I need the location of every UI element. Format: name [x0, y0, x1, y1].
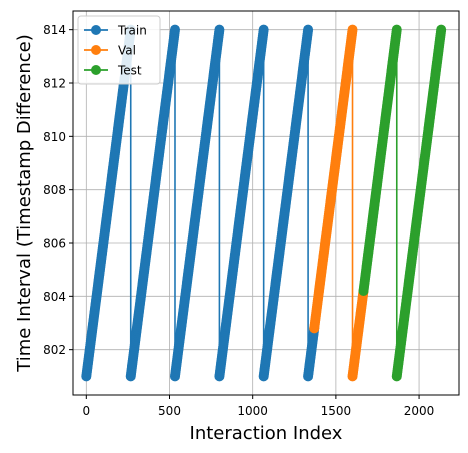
legend-item: Train: [84, 24, 147, 38]
data-point: [169, 24, 180, 35]
series-markers: [309, 24, 369, 382]
legend-label: Test: [117, 64, 142, 78]
x-tick-label: 2000: [404, 404, 435, 418]
y-tick-label: 814: [43, 23, 66, 37]
x-tick-label: 500: [158, 404, 181, 418]
data-point: [391, 24, 402, 35]
series-val: [309, 24, 369, 382]
legend-label: Train: [117, 24, 147, 38]
series-test: [358, 24, 447, 382]
x-tick-label: 1000: [237, 404, 268, 418]
legend-marker: [91, 45, 101, 55]
data-point: [214, 24, 225, 35]
legend-label: Val: [118, 44, 136, 58]
series-markers: [358, 24, 447, 382]
y-axis: 802 804 806 808 810 812 814: [43, 23, 73, 357]
legend-marker: [91, 65, 101, 75]
y-tick-label: 810: [43, 130, 66, 144]
x-tick-label: 0: [82, 404, 90, 418]
y-axis-label: Time Interval (Timestamp Difference): [14, 34, 35, 372]
y-tick-label: 812: [43, 77, 66, 91]
legend: Train Val Test: [77, 15, 161, 85]
x-axis-label: Interaction Index: [190, 423, 343, 444]
x-tick-label: 1500: [321, 404, 352, 418]
legend-item: Test: [84, 64, 142, 78]
y-tick-label: 806: [43, 237, 66, 251]
plot-frame: [72, 10, 460, 396]
y-tick-label: 808: [43, 183, 66, 197]
x-axis: 0 500 1000 1500 2000: [82, 395, 434, 418]
y-tick-label: 804: [43, 290, 66, 304]
data-point: [436, 24, 447, 35]
legend-marker: [91, 25, 101, 35]
y-tick-label: 802: [43, 343, 66, 357]
data-point: [347, 24, 358, 35]
data-point: [258, 24, 269, 35]
legend-item: Val: [84, 44, 136, 58]
data-point: [303, 24, 314, 35]
